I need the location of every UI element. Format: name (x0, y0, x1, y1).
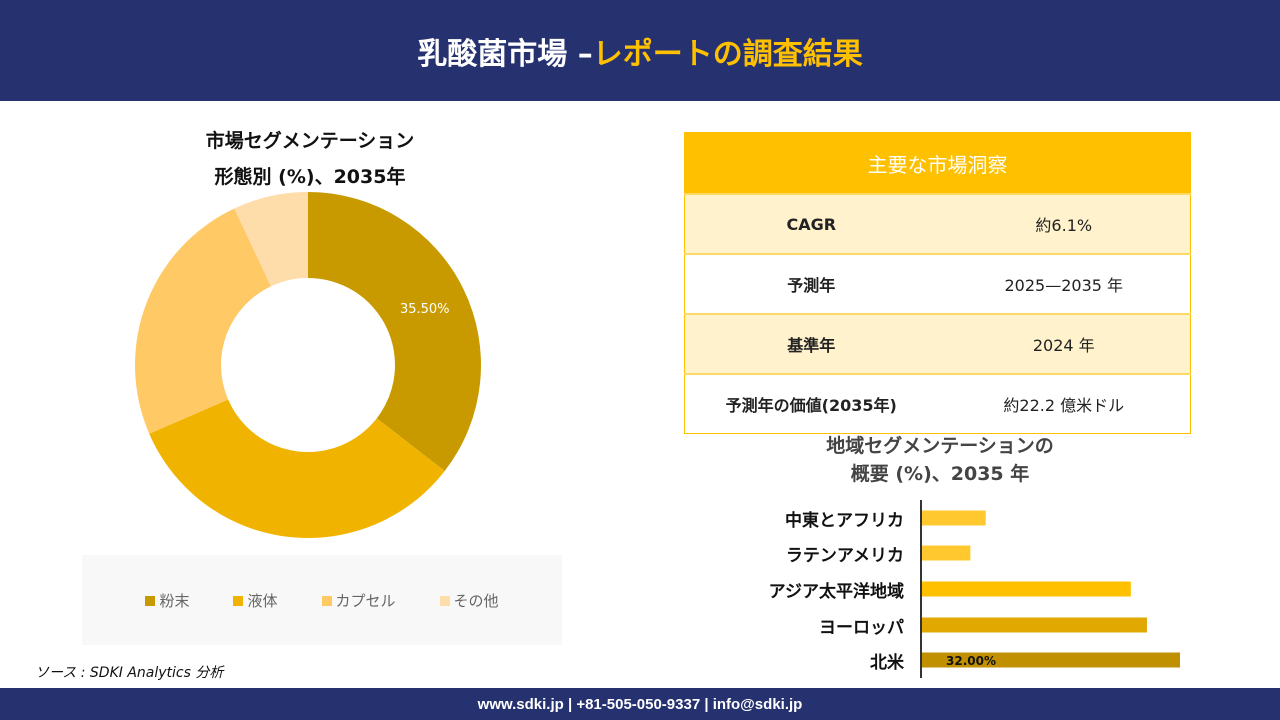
footer-contact: www.sdki.jp | +81-505-050-9337 | info@sd… (0, 688, 1280, 720)
legend-swatch (233, 595, 244, 606)
table-row: CAGR 約6.1% (684, 193, 1191, 254)
legend-label: 液体 (247, 591, 278, 610)
bar-2 (922, 581, 1131, 597)
bar-category-label: 中東とアフリカ (785, 511, 904, 531)
row-label: CAGR (684, 193, 938, 254)
table-row: 予測年の価値(2035年) 約22.2 億米ドル (684, 373, 1191, 434)
legend-swatch (439, 595, 450, 606)
row-value: 2025—2035 年 (937, 253, 1191, 314)
title-main: 乳酸菌市場 – (417, 36, 593, 72)
row-value: 約22.2 億米ドル (937, 373, 1191, 434)
table-row: 基準年 2024 年 (684, 313, 1191, 374)
row-value: 約6.1% (937, 193, 1191, 254)
bar-4 (922, 652, 1180, 668)
bar-chart-title: 地域セグメンテーションの 概要 (%)、2035 年 (760, 432, 1120, 488)
insights-title: 主要な市場洞察 (684, 132, 1191, 194)
donut-chart: 35.50% (134, 192, 482, 538)
legend-swatch (321, 595, 332, 606)
legend-item: カプセル (321, 590, 396, 611)
bar-title-line1: 地域セグメンテーションの (826, 435, 1054, 457)
donut-title-line2: 形態別 (%)、2035年 (214, 166, 406, 188)
header-banner: 乳酸菌市場 – レポートの調査結果 (0, 0, 1280, 101)
donut-legend: 粉末 液体 カプセル その他 (82, 555, 562, 645)
bar-category-label: ヨーロッパ (819, 618, 904, 638)
bar-3 (922, 617, 1147, 633)
bar-category-label: ラテンアメリカ (785, 546, 904, 566)
legend-swatch (145, 595, 156, 606)
source-note: ソース : SDKI Analytics 分析 (35, 665, 224, 681)
row-label: 予測年の価値(2035年) (684, 373, 938, 434)
row-label: 基準年 (684, 313, 938, 374)
legend-item: 粉末 (145, 590, 189, 611)
legend-item: 液体 (233, 590, 278, 611)
donut-slice-2 (134, 208, 271, 434)
donut-slice-1 (149, 399, 445, 538)
bar-category-label: アジア太平洋地域 (768, 582, 904, 602)
donut-slice-3 (234, 192, 308, 287)
bar-title-line2: 概要 (%)、2035 年 (850, 463, 1030, 485)
table-row: 予測年 2025—2035 年 (684, 253, 1191, 314)
row-label: 予測年 (684, 253, 938, 314)
bar-category-label: 北米 (870, 653, 904, 673)
row-value: 2024 年 (937, 313, 1191, 374)
bar-0 (922, 510, 986, 526)
bar-1 (922, 545, 971, 561)
donut-slice-0 (308, 192, 482, 472)
legend-label: 粉末 (159, 591, 190, 610)
legend-item: その他 (439, 590, 499, 611)
title-accent: レポートの調査結果 (592, 36, 863, 72)
legend-label: カプセル (335, 591, 396, 610)
key-insights-table: 主要な市場洞察 CAGR 約6.1% 予測年 2025—2035 年 基準年 2024… (684, 132, 1191, 434)
donut-title-line1: 市場セグメンテーション (205, 130, 415, 152)
bar-data-label: 32.00% (946, 654, 996, 668)
donut-data-label: 35.50% (400, 302, 450, 317)
legend-label: その他 (453, 591, 499, 610)
